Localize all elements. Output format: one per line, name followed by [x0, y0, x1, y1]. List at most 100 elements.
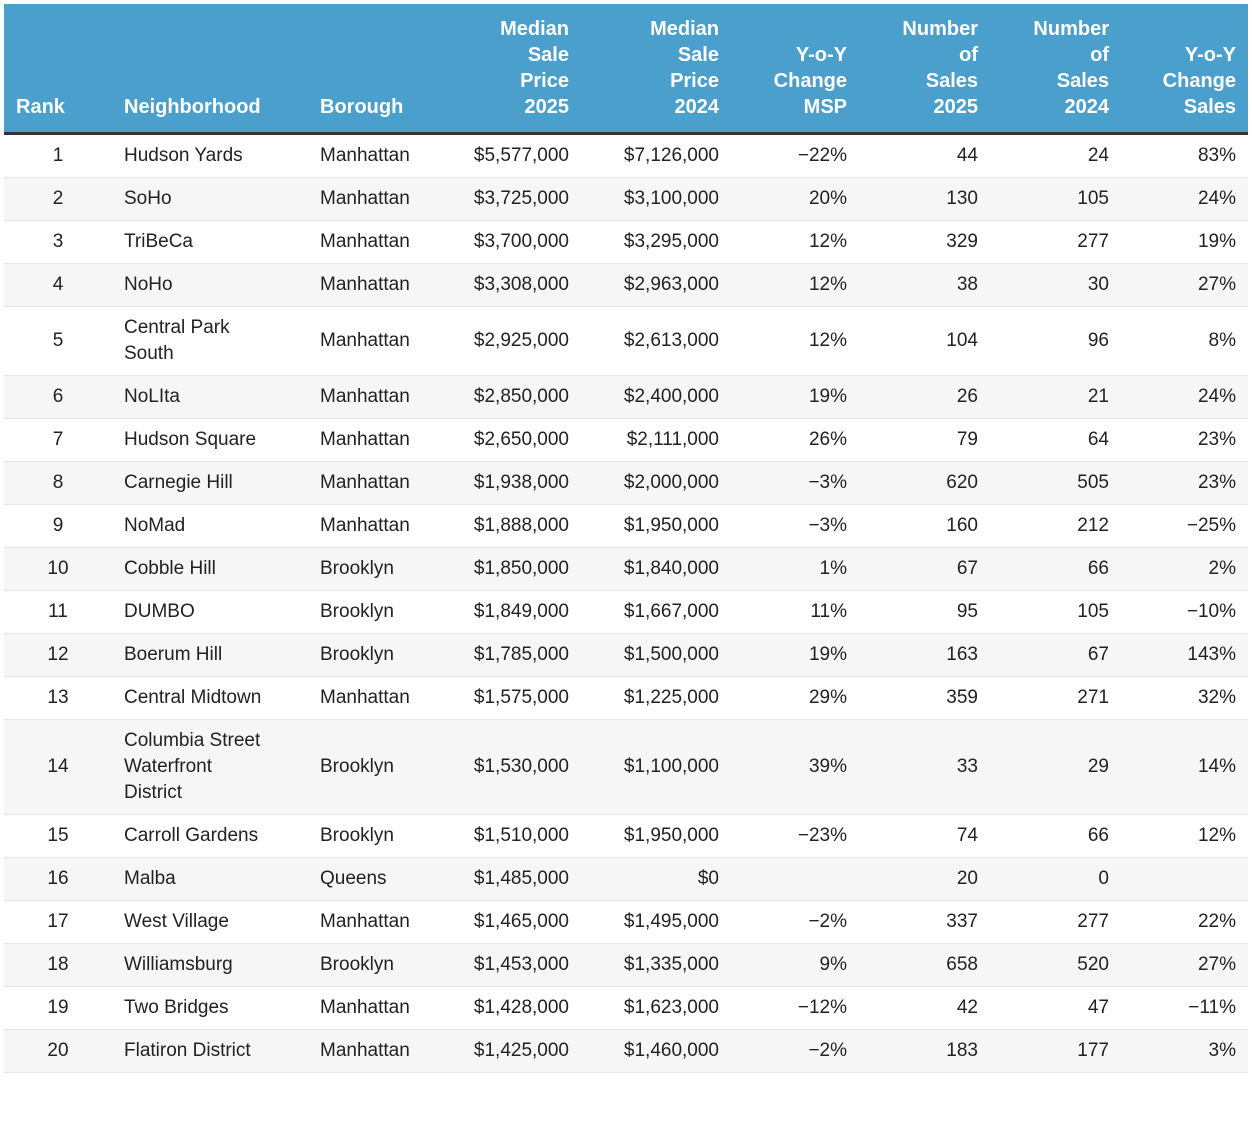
cell-text: $1,623,000: [623, 997, 719, 1018]
table-row: 20 Flatiron District Manhattan $1,425,000 $1…: [4, 1029, 1248, 1073]
cell-text: 14%: [1197, 756, 1236, 777]
cell-text: $3,295,000: [623, 231, 719, 252]
header-text: Number of Sales 2024: [1033, 18, 1109, 118]
cell-text: 277: [1077, 231, 1109, 252]
table-cell: −25%: [1121, 504, 1248, 548]
cell-text: 183: [946, 1040, 978, 1061]
table-cell: 105: [990, 177, 1121, 221]
cell-text: 163: [946, 644, 978, 665]
table-cell: 160: [859, 504, 990, 548]
table-cell: 12%: [1121, 814, 1248, 858]
table-row: 3 TriBeCa Manhattan $3,700,000 $3,295,000 12%…: [4, 220, 1248, 264]
cell-text: Hudson Yards: [124, 145, 243, 166]
table-cell: Manhattan: [308, 375, 443, 419]
table-cell: Flatiron District: [112, 1029, 308, 1073]
cell-text: $2,850,000: [473, 386, 569, 407]
table-cell: $3,295,000: [581, 220, 731, 264]
table-body: 1 Hudson Yards Manhattan $5,577,000 $7,126,0…: [4, 133, 1248, 1073]
cell-text: 24%: [1197, 386, 1236, 407]
table-cell: 79: [859, 418, 990, 462]
cell-text: Carnegie Hill: [124, 472, 233, 493]
table-cell: 104: [859, 306, 990, 376]
cell-text: $1,849,000: [473, 601, 569, 622]
cell-text: 20: [47, 1040, 69, 1061]
cell-text: 67: [1087, 644, 1109, 665]
cell-text: −22%: [797, 145, 847, 166]
cell-text: 11%: [810, 601, 847, 622]
table-cell: 66: [990, 547, 1121, 591]
table-cell: −23%: [731, 814, 859, 858]
cell-text: 18: [47, 954, 69, 975]
table-cell: 38: [859, 263, 990, 307]
table-cell: 39%: [731, 719, 859, 815]
table-cell: 19%: [1121, 220, 1248, 264]
table-cell: $1,225,000: [581, 676, 731, 720]
cell-text: 6: [52, 386, 64, 407]
table-cell: 27%: [1121, 943, 1248, 987]
table-cell: 74: [859, 814, 990, 858]
table-row: 5 Central Park South Manhattan $2,925,000 $2…: [4, 306, 1248, 376]
cell-text: 19%: [808, 644, 847, 665]
ranking-table: Rank Neighborhood Borough Median Sale Price…: [4, 4, 1248, 1073]
table-cell: −3%: [731, 504, 859, 548]
cell-text: 64: [1087, 429, 1109, 450]
cell-text: Columbia Street Waterfront District: [124, 730, 261, 803]
cell-text: −10%: [1186, 601, 1236, 622]
table-row: 19 Two Bridges Manhattan $1,428,000 $1,623,0…: [4, 986, 1248, 1030]
table-cell: 9: [4, 504, 112, 548]
cell-text: Manhattan: [320, 231, 410, 252]
cell-text: 0: [1098, 868, 1109, 889]
table-row: 14 Columbia Street Waterfront District Bro…: [4, 719, 1248, 815]
table-row: 6 NoLIta Manhattan $2,850,000 $2,400,000 19% 2…: [4, 375, 1248, 419]
table-cell: 12%: [731, 263, 859, 307]
cell-text: Williamsburg: [124, 954, 233, 975]
header-text: Median Sale Price 2025: [500, 18, 569, 118]
cell-text: 17: [47, 911, 69, 932]
table-cell: Carroll Gardens: [112, 814, 308, 858]
cell-text: −2%: [808, 911, 847, 932]
table-row: 9 NoMad Manhattan $1,888,000 $1,950,000 −3% 16…: [4, 504, 1248, 548]
table-cell: 42: [859, 986, 990, 1030]
cell-text: $1,335,000: [623, 954, 719, 975]
table-cell: 14%: [1121, 719, 1248, 815]
table-cell: 520: [990, 943, 1121, 987]
table-cell: 11: [4, 590, 112, 634]
cell-text: 11: [48, 601, 68, 622]
table-cell: 24: [990, 133, 1121, 178]
column-header: Number of Sales 2025: [859, 4, 990, 135]
cell-text: 104: [946, 330, 978, 351]
table-cell: 329: [859, 220, 990, 264]
cell-text: Central Park South: [124, 317, 230, 364]
cell-text: Brooklyn: [320, 601, 394, 622]
cell-text: 83%: [1197, 145, 1236, 166]
table-cell: Manhattan: [308, 1029, 443, 1073]
cell-text: 27%: [1197, 954, 1236, 975]
cell-text: Two Bridges: [124, 997, 229, 1018]
table-cell: Manhattan: [308, 418, 443, 462]
cell-text: $1,667,000: [623, 601, 719, 622]
cell-text: −11%: [1188, 997, 1236, 1018]
table-cell: 26%: [731, 418, 859, 462]
cell-text: 13: [47, 687, 69, 708]
cell-text: 8: [52, 472, 64, 493]
cell-text: 96: [1087, 330, 1109, 351]
table-cell: Manhattan: [308, 220, 443, 264]
table-cell: Williamsburg: [112, 943, 308, 987]
table-row: 4 NoHo Manhattan $3,308,000 $2,963,000 12% 38 3…: [4, 263, 1248, 307]
cell-text: 212: [1077, 515, 1109, 536]
cell-text: $2,400,000: [623, 386, 719, 407]
cell-text: Flatiron District: [124, 1040, 251, 1061]
table-cell: Manhattan: [308, 504, 443, 548]
table-cell: 83%: [1121, 133, 1248, 178]
cell-text: Manhattan: [320, 997, 410, 1018]
cell-text: Manhattan: [320, 1040, 410, 1061]
cell-text: 10: [47, 558, 69, 579]
table-cell: 212: [990, 504, 1121, 548]
table-cell: 26: [859, 375, 990, 419]
table-cell: $1,840,000: [581, 547, 731, 591]
table-cell: 32%: [1121, 676, 1248, 720]
cell-text: 66: [1087, 825, 1109, 846]
table-cell: 277: [990, 220, 1121, 264]
table-cell: $2,000,000: [581, 461, 731, 505]
table-cell: 27%: [1121, 263, 1248, 307]
